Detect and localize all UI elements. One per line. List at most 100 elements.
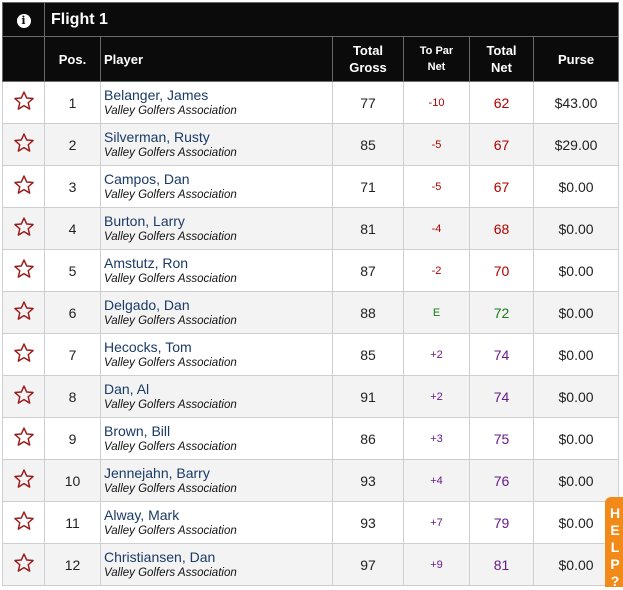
info-cell[interactable]: i (2, 2, 45, 37)
player-name[interactable]: Brown, Bill (104, 422, 171, 439)
total-gross-cell: 93 (332, 501, 404, 544)
player-cell[interactable]: Belanger, James Valley Golfers Associatio… (100, 81, 333, 124)
help-tab[interactable]: H E L P? (605, 497, 623, 589)
player-name[interactable]: Amstutz, Ron (104, 254, 189, 271)
info-icon[interactable]: i (16, 13, 31, 28)
star-icon[interactable] (13, 175, 35, 199)
favorite-cell[interactable] (2, 291, 45, 334)
table-row: 6 Delgado, Dan Valley Golfers Association 8… (2, 291, 620, 334)
star-icon[interactable] (13, 385, 35, 409)
total-gross-cell: 93 (332, 459, 404, 502)
purse-cell: $43.00 (532, 81, 620, 124)
to-par-cell: -4 (403, 207, 470, 250)
total-gross-cell: 87 (332, 249, 404, 292)
player-association: Valley Golfers Association (104, 146, 237, 159)
to-par-cell: +2 (403, 375, 470, 418)
favorite-cell[interactable] (2, 417, 45, 460)
total-gross-cell: 97 (332, 543, 404, 586)
favorite-cell[interactable] (2, 207, 45, 250)
favorite-cell[interactable] (2, 375, 45, 418)
player-cell[interactable]: Campos, Dan Valley Golfers Association (100, 165, 333, 208)
player-association: Valley Golfers Association (104, 272, 237, 285)
to-par-cell: -5 (403, 123, 470, 166)
pos-cell: 3 (44, 165, 101, 208)
star-icon[interactable] (13, 511, 35, 535)
help-tab-letter: H (609, 505, 621, 521)
to-par-cell: -5 (403, 165, 470, 208)
purse-cell: $0.00 (532, 375, 620, 418)
favorite-cell[interactable] (2, 249, 45, 292)
favorite-cell[interactable] (2, 333, 45, 376)
favorite-cell[interactable] (2, 501, 45, 544)
favorite-cell[interactable] (2, 123, 45, 166)
star-icon[interactable] (13, 301, 35, 325)
header-to-par-net[interactable]: To Par Net (403, 36, 470, 82)
player-name[interactable]: Hecocks, Tom (104, 338, 192, 355)
player-cell[interactable]: Hecocks, Tom Valley Golfers Association (100, 333, 333, 376)
player-name[interactable]: Dan, Al (104, 380, 150, 397)
header-to-par-line2: Net (427, 61, 446, 73)
star-icon[interactable] (13, 133, 35, 157)
to-par-cell: +7 (403, 501, 470, 544)
purse-cell: $0.00 (532, 501, 620, 544)
table-row: 4 Burton, Larry Valley Golfers Association… (2, 207, 620, 250)
total-net-cell: 72 (469, 291, 534, 334)
total-net-cell: 74 (469, 375, 534, 418)
flight-title: Flight 1 (43, 2, 620, 37)
header-total-net[interactable]: Total Net (469, 36, 534, 82)
player-name[interactable]: Belanger, James (104, 86, 209, 103)
player-association: Valley Golfers Association (104, 188, 237, 201)
star-icon[interactable] (13, 217, 35, 241)
to-par-cell: E (403, 291, 470, 334)
player-name[interactable]: Delgado, Dan (104, 296, 190, 313)
star-icon[interactable] (13, 553, 35, 577)
star-icon[interactable] (13, 343, 35, 367)
player-cell[interactable]: Burton, Larry Valley Golfers Association (100, 207, 333, 250)
star-icon[interactable] (13, 91, 35, 115)
player-cell[interactable]: Delgado, Dan Valley Golfers Association (100, 291, 333, 334)
player-name[interactable]: Jennejahn, Barry (104, 464, 210, 481)
player-association: Valley Golfers Association (104, 104, 237, 117)
pos-cell: 4 (44, 207, 101, 250)
player-cell[interactable]: Jennejahn, Barry Valley Golfers Associati… (100, 459, 333, 502)
pos-cell: 9 (44, 417, 101, 460)
star-icon[interactable] (13, 259, 35, 283)
star-icon[interactable] (13, 469, 35, 493)
total-net-cell: 81 (469, 543, 534, 586)
favorite-cell[interactable] (2, 543, 45, 586)
player-cell[interactable]: Christiansen, Dan Valley Golfers Associat… (100, 543, 333, 586)
player-cell[interactable]: Alway, Mark Valley Golfers Association (100, 501, 333, 544)
header-total-net-line2: Net (491, 60, 512, 75)
total-gross-cell: 71 (332, 165, 404, 208)
player-name[interactable]: Alway, Mark (104, 506, 180, 523)
player-cell[interactable]: Silverman, Rusty Valley Golfers Associati… (100, 123, 333, 166)
table-row: 7 Hecocks, Tom Valley Golfers Association 8… (2, 333, 620, 376)
total-net-cell: 62 (469, 81, 534, 124)
player-name[interactable]: Campos, Dan (104, 170, 190, 187)
column-header-row: Pos. Player Total Gross To Par Net Total… (2, 36, 620, 82)
total-gross-cell: 86 (332, 417, 404, 460)
star-icon[interactable] (13, 427, 35, 451)
header-pos[interactable]: Pos. (44, 36, 101, 82)
player-association: Valley Golfers Association (104, 482, 237, 495)
player-name[interactable]: Burton, Larry (104, 212, 185, 229)
player-association: Valley Golfers Association (104, 440, 237, 453)
header-total-gross[interactable]: Total Gross (332, 36, 404, 82)
favorite-cell[interactable] (2, 165, 45, 208)
player-cell[interactable]: Amstutz, Ron Valley Golfers Association (100, 249, 333, 292)
flight-header-row: i Flight 1 (2, 2, 620, 37)
purse-cell: $0.00 (532, 291, 620, 334)
favorite-cell[interactable] (2, 459, 45, 502)
player-cell[interactable]: Dan, Al Valley Golfers Association (100, 375, 333, 418)
player-name[interactable]: Christiansen, Dan (104, 548, 216, 565)
player-cell[interactable]: Brown, Bill Valley Golfers Association (100, 417, 333, 460)
pos-cell: 1 (44, 81, 101, 124)
total-net-cell: 67 (469, 123, 534, 166)
header-purse[interactable]: Purse (532, 36, 620, 82)
favorite-cell[interactable] (2, 81, 45, 124)
player-name[interactable]: Silverman, Rusty (104, 128, 210, 145)
table-row: 3 Campos, Dan Valley Golfers Association 71… (2, 165, 620, 208)
to-par-cell: +9 (403, 543, 470, 586)
header-player[interactable]: Player (100, 36, 333, 82)
table-row: 12 Christiansen, Dan Valley Golfers Associ… (2, 543, 620, 586)
